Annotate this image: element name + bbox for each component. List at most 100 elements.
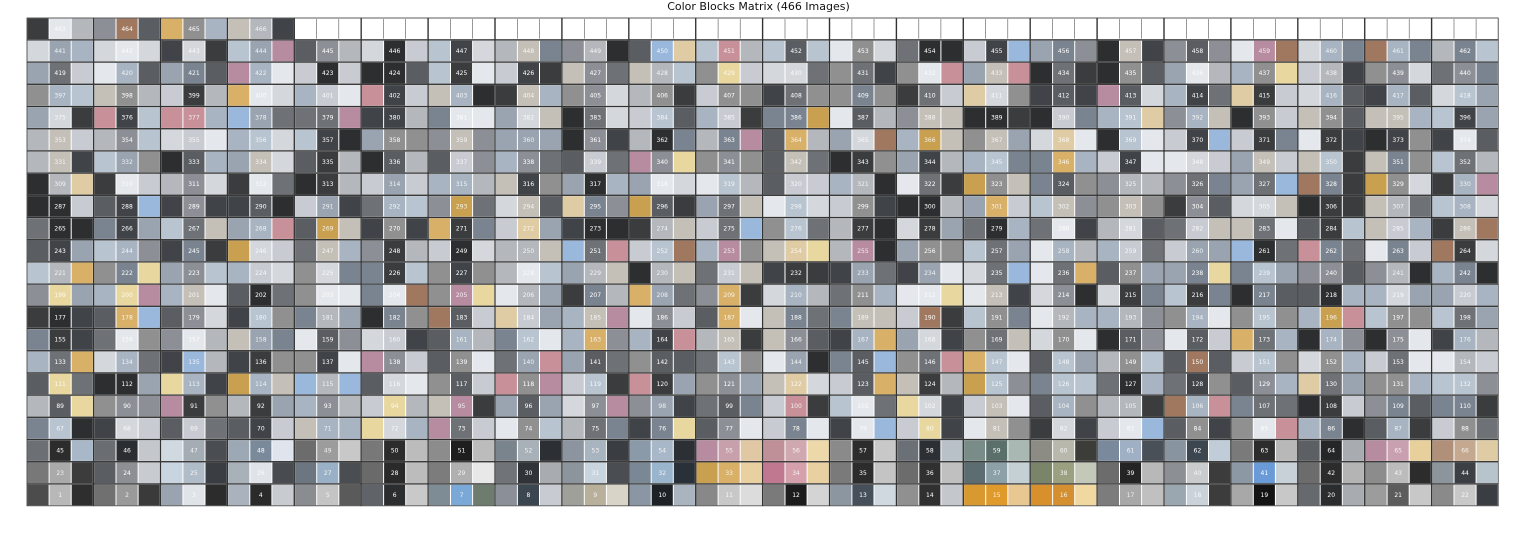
color-cell-203: 203 (294, 283, 362, 307)
color-block (874, 373, 896, 395)
color-block (718, 395, 740, 417)
color-block (964, 85, 986, 106)
color-block (852, 196, 874, 217)
color-block (1342, 85, 1364, 106)
color-block (1053, 218, 1075, 239)
color-block (1320, 395, 1342, 417)
cell-label: 267 (188, 226, 200, 233)
color-block (272, 462, 294, 484)
color-cell-351: 351 (1364, 150, 1432, 174)
color-block (517, 262, 539, 284)
color-block (94, 484, 116, 506)
color-block (718, 373, 740, 395)
cell-label: 329 (1392, 181, 1404, 188)
cell-label: 71 (324, 425, 332, 432)
cell-label: 3 (192, 492, 196, 499)
color-cell-458: 458 (1163, 39, 1232, 63)
color-block (49, 351, 71, 373)
color-cell-289: 289 (160, 195, 228, 218)
color-block (941, 151, 963, 173)
color-block (696, 373, 718, 395)
color-block (517, 284, 539, 306)
color-block (517, 173, 539, 195)
color-block (1186, 395, 1208, 417)
color-block (451, 373, 473, 395)
color-block (986, 196, 1008, 217)
color-block (1253, 85, 1275, 106)
cell-frame (1431, 17, 1499, 41)
color-block (673, 351, 695, 373)
cell-label: 227 (456, 270, 468, 277)
cell-label: 104 (1058, 403, 1070, 410)
cell-label: 207 (590, 292, 602, 299)
color-cell-190: 190 (896, 306, 964, 329)
cell-label: 411 (991, 92, 1003, 99)
cell-label: 406 (657, 92, 669, 99)
color-block (562, 107, 584, 128)
color-cell-81: 81 (963, 417, 1031, 440)
color-block (1008, 62, 1030, 84)
color-cell-118: 118 (494, 372, 562, 396)
color-cell-70: 70 (227, 417, 295, 440)
color-block (228, 173, 250, 195)
color-cell-76: 76 (628, 417, 696, 440)
color-block (250, 173, 272, 195)
color-block (1164, 129, 1186, 151)
color-block (1097, 85, 1119, 106)
cell-label: 351 (1392, 159, 1404, 166)
color-block (1298, 462, 1320, 484)
color-block (1120, 240, 1142, 262)
color-block (1231, 418, 1253, 439)
color-block (1432, 40, 1454, 62)
color-cell-476 (896, 17, 964, 41)
color-block (1275, 129, 1297, 151)
color-block (986, 462, 1008, 484)
color-block (428, 196, 450, 217)
cell-label: 42 (1327, 470, 1335, 477)
cell-label: 326 (1192, 181, 1204, 188)
color-cell-116: 116 (361, 372, 429, 396)
color-block (986, 440, 1008, 461)
color-block (1365, 462, 1387, 484)
color-block (1142, 196, 1164, 217)
color-block (1253, 351, 1275, 373)
color-block (272, 418, 294, 439)
color-block (1186, 85, 1208, 106)
color-block (1298, 107, 1320, 128)
color-cell-191: 191 (963, 306, 1031, 329)
color-block (1142, 262, 1164, 284)
color-block (629, 484, 651, 506)
color-cell-268: 268 (227, 217, 295, 240)
color-cell-36: 36 (896, 461, 964, 485)
cell-label: 31 (592, 470, 600, 477)
color-block (495, 40, 517, 62)
color-cell-380: 380 (361, 106, 429, 129)
color-block (1476, 129, 1498, 151)
color-block (94, 284, 116, 306)
color-cell-462: 462 (1431, 39, 1499, 63)
cell-label: 382 (523, 115, 535, 122)
color-block (1275, 262, 1297, 284)
color-block (406, 218, 428, 239)
color-block (986, 62, 1008, 84)
color-block (116, 262, 138, 284)
color-block (295, 40, 317, 62)
cell-label: 225 (322, 270, 334, 277)
color-cell-313: 313 (294, 172, 362, 196)
color-block (1476, 351, 1498, 373)
color-block (517, 40, 539, 62)
color-cell-139: 139 (427, 350, 496, 374)
color-block (1231, 284, 1253, 306)
color-block (1342, 395, 1364, 417)
color-block (964, 484, 986, 506)
color-block (272, 173, 294, 195)
color-block (428, 240, 450, 262)
color-block (1053, 240, 1075, 262)
color-cell-392: 392 (1163, 106, 1232, 129)
color-block (673, 151, 695, 173)
color-block (763, 173, 785, 195)
color-block (295, 107, 317, 128)
color-block (1253, 107, 1275, 128)
color-cell-71: 71 (294, 417, 362, 440)
color-cell-339: 339 (561, 150, 629, 174)
